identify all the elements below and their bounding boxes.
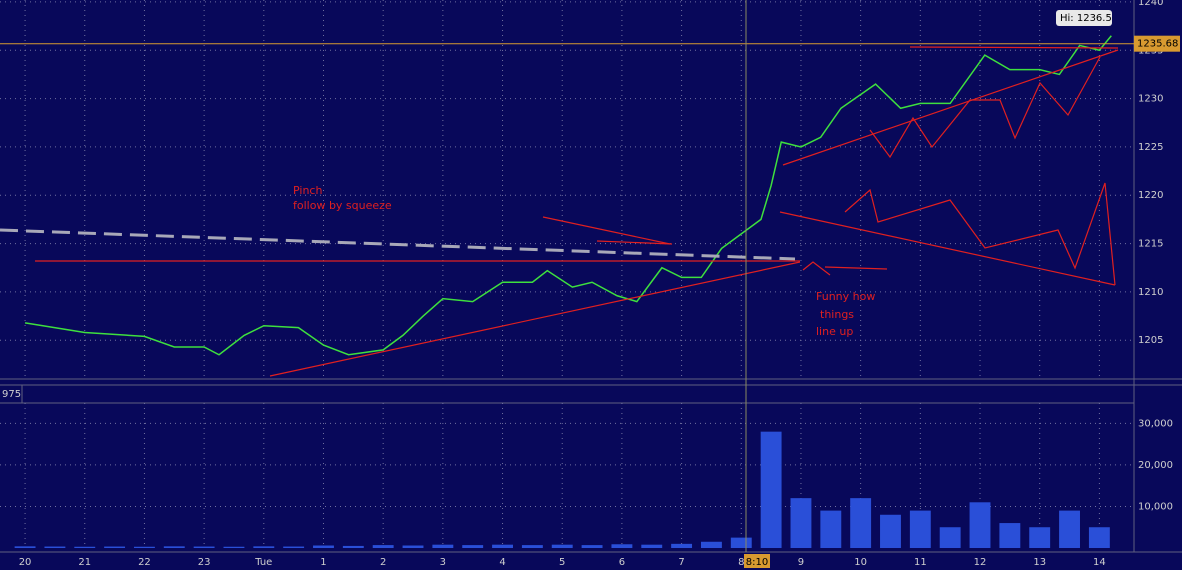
volume-bar	[74, 546, 96, 548]
volume-bar	[581, 545, 603, 548]
volume-bar	[641, 544, 663, 548]
volume-bar	[492, 544, 513, 548]
volume-bar	[999, 523, 1021, 548]
trendline	[269, 261, 801, 377]
x-tick-label: 2	[380, 557, 386, 568]
trendline	[779, 211, 1116, 286]
y-tick-label: 1230	[1138, 94, 1163, 105]
annotation: Pinch	[293, 184, 322, 197]
volume-bar	[790, 498, 812, 548]
volume-bar	[820, 510, 842, 548]
volume-bar	[14, 546, 36, 548]
dashed-trendline	[0, 228, 796, 261]
x-tick-label: 21	[78, 557, 91, 568]
last-price-label: 1235.68	[1137, 39, 1178, 50]
x-tick-label: 22	[138, 557, 151, 568]
volume-bar	[969, 502, 991, 548]
volume-bar	[939, 527, 961, 548]
volume-bar	[1059, 510, 1080, 548]
volume-bar	[1029, 527, 1051, 548]
zigzag	[844, 182, 1116, 286]
x-tick-label: 13	[1033, 557, 1046, 568]
arrow	[824, 266, 888, 270]
volume-bar	[223, 546, 245, 548]
y-tick-label: 30,000	[1138, 418, 1173, 429]
volume-bar	[133, 546, 155, 548]
x-tick-label: 20	[19, 557, 32, 568]
volume-bar	[909, 510, 931, 548]
arrow	[802, 261, 831, 276]
x-tick-label: 6	[619, 557, 625, 568]
crosshair-label: 8:10	[746, 557, 768, 568]
volume-bar	[462, 545, 484, 548]
x-tick-label: 7	[678, 557, 684, 568]
volume-bar	[850, 498, 872, 548]
annotation: things	[820, 308, 854, 321]
volume-bar	[760, 431, 782, 548]
volume-bar	[671, 543, 693, 548]
volume-bar	[342, 545, 364, 548]
y-tick-label: 1205	[1138, 335, 1163, 346]
price-line	[24, 35, 1112, 356]
volume-bar	[730, 537, 752, 548]
volume-bar	[521, 545, 543, 548]
x-tick-label: 11	[914, 557, 927, 568]
volume-header: 975	[2, 389, 21, 400]
x-tick-label: 12	[974, 557, 987, 568]
volume-bar	[104, 546, 126, 548]
last-price-badge	[1134, 35, 1180, 52]
annotation: Funny how	[816, 290, 875, 303]
x-tick-label: 5	[559, 557, 565, 568]
volume-bar	[1088, 527, 1110, 548]
annotation: line up	[816, 325, 853, 338]
x-tick-label: 3	[440, 557, 446, 568]
y-tick-label: 1220	[1138, 190, 1163, 201]
x-tick-label: 4	[499, 557, 505, 568]
zigzag	[869, 56, 1101, 159]
y-tick-label: 10,000	[1138, 501, 1173, 512]
x-tick-label: 9	[798, 557, 804, 568]
volume-bar	[551, 544, 573, 548]
high-label: Hi: 1236.5	[1060, 13, 1112, 24]
volume-bar	[313, 545, 334, 548]
trendline	[909, 46, 1119, 49]
x-tick-label: Tue	[254, 557, 272, 568]
y-tick-label: 20,000	[1138, 460, 1173, 471]
x-tick-label: 23	[198, 557, 211, 568]
crosshair-badge	[744, 554, 770, 568]
volume-bar	[402, 545, 424, 548]
volume-bar	[700, 541, 722, 548]
x-tick-label: 10	[854, 557, 867, 568]
x-tick-label: 1	[320, 557, 326, 568]
x-tick-label: 14	[1093, 557, 1106, 568]
y-tick-label: 1240	[1138, 0, 1163, 8]
x-tick-label: 8	[738, 557, 744, 568]
y-tick-label: 1225	[1138, 142, 1163, 153]
volume-bar	[44, 546, 66, 548]
y-tick-label: 1215	[1138, 239, 1163, 250]
volume-bar	[163, 546, 185, 548]
volume-bar	[283, 546, 305, 548]
annotation-drawing	[0, 46, 1119, 377]
arrow	[542, 216, 671, 245]
high-badge	[1056, 10, 1112, 26]
arrow	[596, 240, 673, 245]
y-tick-label: 1210	[1138, 287, 1163, 298]
volume-bar	[432, 544, 454, 548]
volume-bar	[193, 546, 215, 548]
volume-bar	[880, 514, 901, 548]
volume-bar	[611, 544, 633, 548]
volume-bar	[253, 546, 275, 548]
trendline	[782, 49, 1119, 166]
annotation: follow by squeeze	[293, 199, 392, 212]
volume-bar	[372, 545, 394, 548]
